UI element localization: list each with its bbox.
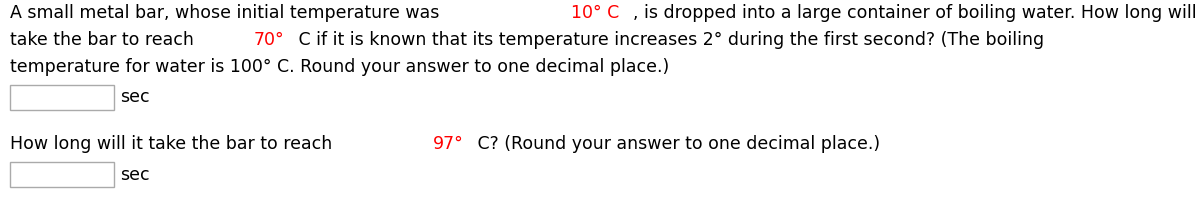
FancyBboxPatch shape (10, 85, 114, 110)
Text: sec: sec (120, 166, 150, 184)
Text: 97°: 97° (432, 135, 463, 153)
Text: 10° C: 10° C (571, 4, 619, 22)
Text: , is dropped into a large container of boiling water. How long will it: , is dropped into a large container of b… (632, 4, 1200, 22)
Text: How long will it take the bar to reach: How long will it take the bar to reach (10, 135, 337, 153)
Text: C if it is known that its temperature increases 2° during the first second? (The: C if it is known that its temperature in… (294, 31, 1044, 49)
Text: A small metal bar, whose initial temperature was: A small metal bar, whose initial tempera… (10, 4, 444, 22)
Text: C? (Round your answer to one decimal place.): C? (Round your answer to one decimal pla… (472, 135, 881, 153)
FancyBboxPatch shape (10, 162, 114, 187)
Text: temperature for water is 100° C. Round your answer to one decimal place.): temperature for water is 100° C. Round y… (10, 58, 668, 76)
Text: 70°: 70° (254, 31, 284, 49)
Text: take the bar to reach: take the bar to reach (10, 31, 199, 49)
Text: sec: sec (120, 88, 150, 106)
